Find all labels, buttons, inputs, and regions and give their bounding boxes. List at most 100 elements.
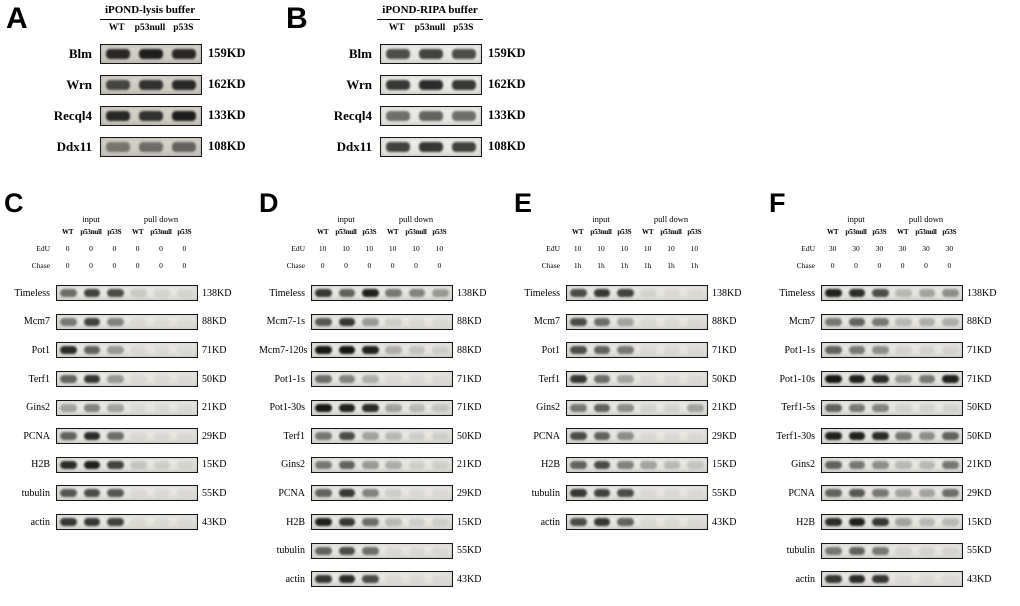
blot-band — [431, 489, 449, 498]
blot-band — [431, 289, 449, 298]
molecular-weight-label: 50KD — [457, 430, 482, 442]
condition-value: 10 — [365, 244, 374, 253]
blot-row: Mcm7 88KD — [769, 308, 1020, 337]
blot-band — [385, 546, 403, 555]
protein-label: H2B — [541, 459, 560, 471]
blot-band — [686, 317, 704, 326]
blot-band — [338, 289, 356, 298]
protein-label: Pot1-30s — [269, 402, 305, 414]
blot-band — [60, 346, 78, 355]
blot-band — [408, 518, 426, 527]
blot-strip — [311, 342, 453, 359]
blot-row: Mcm7 88KD — [514, 308, 765, 337]
protein-label: actin — [285, 573, 305, 585]
blot-row: Pot1-10s 71KD — [769, 365, 1020, 394]
blot-band — [640, 289, 658, 298]
protein-label: Mcm7-120s — [259, 344, 308, 356]
blot-band — [60, 489, 78, 498]
blot-band — [686, 460, 704, 469]
blot-band — [176, 460, 194, 469]
lane-label: WT — [132, 228, 144, 236]
blot-band — [941, 575, 959, 584]
blot-strip — [56, 399, 198, 416]
molecular-weight-label: 108KD — [208, 139, 246, 153]
molecular-weight-label: 21KD — [202, 402, 227, 414]
blot-band — [871, 546, 889, 555]
blot-band — [139, 141, 163, 152]
protein-label: tubulin — [531, 487, 560, 499]
blot-strip — [311, 542, 453, 559]
blot-band — [895, 460, 913, 469]
blot-row: actin 43KD — [4, 508, 255, 537]
molecular-weight-label: 88KD — [457, 316, 482, 328]
molecular-weight-label: 88KD — [712, 316, 737, 328]
blot-band — [338, 546, 356, 555]
blot-band — [106, 489, 124, 498]
blot-band — [83, 460, 101, 469]
lane-group-label: input — [82, 214, 100, 224]
lane-label: p53S — [107, 228, 122, 236]
blot-band — [663, 403, 681, 412]
blot-band — [361, 403, 379, 412]
blot-band — [419, 48, 443, 59]
blot-band — [570, 432, 588, 441]
molecular-weight-label: 108KD — [488, 139, 526, 153]
condition-value: 10 — [690, 244, 699, 253]
blot-band — [640, 432, 658, 441]
blot-band — [105, 110, 130, 121]
blot-band — [593, 375, 611, 384]
blot-band — [106, 518, 124, 527]
blot-strip — [100, 74, 202, 95]
protein-label: Terf1-5s — [781, 402, 815, 414]
molecular-weight-label: 21KD — [967, 459, 992, 471]
blot-row: Terf1-30s 50KD — [769, 422, 1020, 451]
blot-band — [385, 48, 410, 59]
blot-strip — [100, 105, 202, 126]
protein-label: Mcm7 — [533, 316, 560, 328]
blot-strip — [311, 456, 453, 473]
blot-row: Terf1 50KD — [4, 365, 255, 394]
blot-band — [130, 317, 148, 326]
molecular-weight-label: 15KD — [457, 516, 482, 528]
blot-band — [452, 141, 477, 152]
blot-band — [361, 289, 379, 298]
blot-band — [172, 141, 197, 152]
blot-row: tubulin 55KD — [259, 536, 510, 565]
blot-row: Gins2 21KD — [514, 393, 765, 422]
protein-label: Gins2 — [791, 459, 815, 471]
lane-label: WT — [388, 23, 405, 33]
blot-band — [895, 375, 913, 384]
blot-strip — [311, 514, 453, 531]
blot-band — [593, 346, 611, 355]
blot-band — [825, 546, 843, 555]
blot-band — [60, 460, 78, 469]
blot-band — [176, 346, 194, 355]
panel-content: iPOND-lysis buffer WT p53null p53S Blm 159KD W… — [36, 4, 256, 162]
blot-band — [871, 289, 889, 298]
blot-band — [361, 518, 379, 527]
buffer-title: iPOND-lysis buffer — [99, 4, 201, 20]
condition-value: 0 — [89, 244, 93, 253]
blot-band — [640, 460, 658, 469]
lane-group-label: input — [337, 214, 355, 224]
condition-value: 0 — [390, 261, 395, 270]
blot-band — [431, 575, 449, 584]
blot-row: Gins2 21KD — [769, 451, 1020, 480]
blot-band — [848, 460, 866, 469]
molecular-weight-label: 43KD — [712, 516, 737, 528]
condition-value: 1h — [643, 261, 652, 270]
blot-rows: Timeless 138KD Mcm7-1s 88KD Mcm7-120s 88KD Pot… — [259, 279, 510, 594]
condition-value: 0 — [877, 261, 882, 270]
blot-band — [130, 432, 148, 441]
blot-band — [408, 460, 426, 469]
molecular-weight-label: 133KD — [488, 108, 526, 122]
blot-band — [176, 403, 194, 412]
blot-strip — [56, 342, 198, 359]
blot-row: H2B 15KD — [259, 508, 510, 537]
blot-band — [60, 403, 78, 412]
lane-label: WT — [108, 23, 125, 33]
blot-strip — [56, 313, 198, 330]
blot-band — [616, 518, 634, 527]
